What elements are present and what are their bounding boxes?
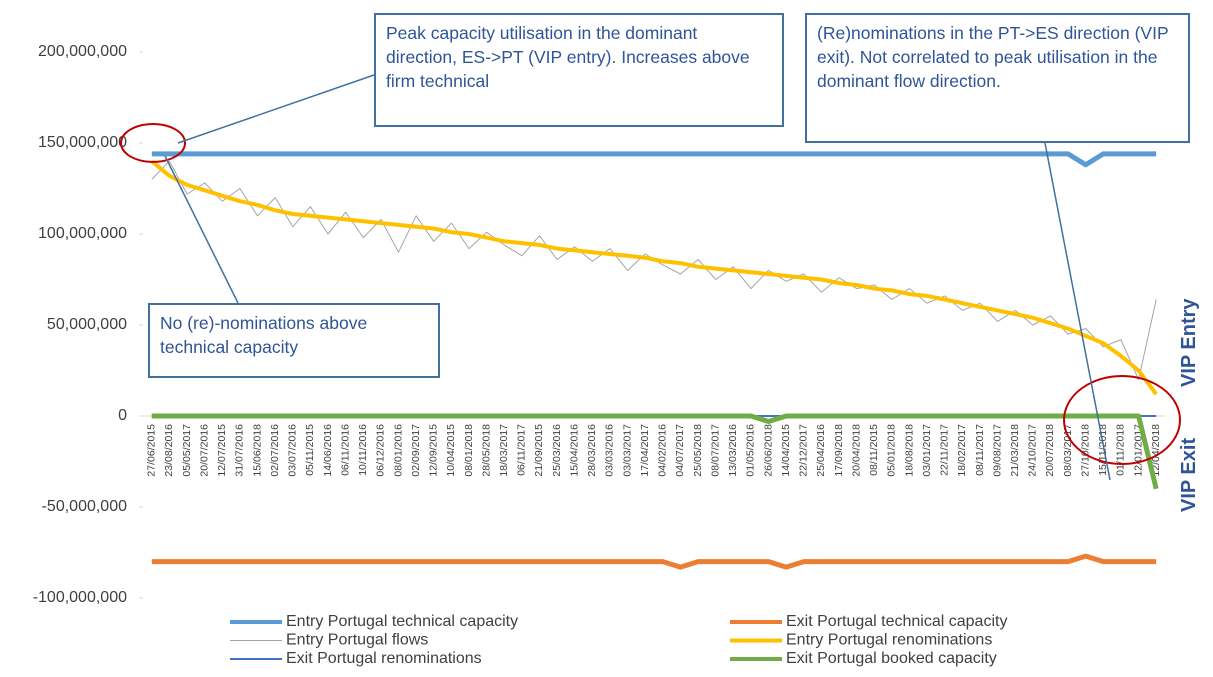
x-tick-label: 21/09/2015 [533, 424, 545, 477]
x-tick-label: 08/01/2016 [392, 424, 404, 477]
x-tick-label: 17/09/2018 [833, 424, 845, 477]
x-tick-label: 27/10/2018 [1079, 424, 1091, 477]
callout-line [164, 155, 239, 304]
x-tick-label: 08/07/2017 [709, 424, 721, 477]
annotation: Peak capacity utilisation in the dominan… [374, 13, 784, 127]
highlight-ellipse [1063, 375, 1181, 465]
x-tick-label: 21/03/2018 [1009, 424, 1021, 477]
x-tick-label: 23/08/2016 [163, 424, 175, 477]
x-tick-label: 05/11/2015 [304, 424, 316, 476]
y-tick-label: 200,000,000 [38, 43, 127, 60]
x-tick-label: 02/07/2016 [269, 424, 281, 477]
x-tick-label: 17/04/2017 [639, 424, 651, 477]
x-tick-label: 28/03/2016 [586, 424, 598, 477]
x-tick-label: 10/04/2015 [445, 424, 457, 477]
x-tick-label: 15/04/2016 [568, 424, 580, 477]
x-tick-label: 18/03/2017 [498, 424, 510, 477]
x-tick-label: 14/06/2016 [322, 424, 334, 477]
x-tick-label: 28/05/2018 [480, 424, 492, 477]
callout-line [177, 74, 375, 144]
x-tick-label: 22/12/2017 [798, 424, 810, 477]
x-tick-label: 06/12/2016 [375, 424, 387, 477]
annotation: No (re)-nominations above technical capa… [148, 303, 440, 378]
x-tick-label: 06/11/2016 [339, 424, 351, 476]
x-tick-label: 27/06/2015 [146, 424, 158, 477]
x-tick-label: 26/06/2018 [762, 424, 774, 477]
x-tick-label: 18/02/2017 [956, 424, 968, 477]
x-tick-label: 25/04/2016 [815, 424, 827, 477]
y-tick-label: 50,000,000 [47, 316, 127, 333]
legend-label: Exit Portugal technical capacity [786, 613, 1007, 630]
x-tick-label: 25/03/2016 [551, 424, 563, 477]
x-tick-label: 03/03/2016 [604, 424, 616, 477]
x-tick-label: 03/03/2017 [621, 424, 633, 477]
x-tick-label: 09/08/2017 [991, 424, 1003, 477]
x-tick-label: 04/07/2017 [674, 424, 686, 477]
legend-label: Exit Portugal renominations [286, 650, 482, 667]
annotation: (Re)nominations in the PT->ES direction … [805, 13, 1190, 143]
x-tick-label: 05/05/2017 [181, 424, 193, 477]
x-tick-label: 12/07/2015 [216, 424, 228, 477]
x-tick-label: 22/11/2017 [939, 424, 951, 476]
x-tick-label: 24/10/2017 [1027, 424, 1039, 477]
x-tick-label: 20/07/2018 [1044, 424, 1056, 477]
x-tick-label: 10/11/2016 [357, 424, 369, 476]
x-tick-label: 12/04/2018 [1150, 424, 1162, 477]
y-tick-label: -100,000,000 [33, 589, 127, 606]
x-tick-label: 20/07/2016 [198, 424, 210, 477]
x-tick-label: 18/08/2018 [903, 424, 915, 477]
series-line [151, 151, 1157, 168]
legend-label: Entry Portugal flows [286, 632, 428, 649]
legend-label: Entry Portugal renominations [786, 632, 992, 649]
x-tick-label: 02/09/2017 [410, 424, 422, 477]
series-line [150, 159, 1158, 396]
x-tick-label: 01/11/2018 [1115, 424, 1127, 476]
legend-label: Exit Portugal booked capacity [786, 650, 997, 667]
side-label: VIP Exit [1178, 437, 1200, 512]
x-tick-label: 06/11/2017 [516, 424, 528, 476]
x-tick-label: 20/04/2018 [850, 424, 862, 477]
highlight-ellipse [120, 123, 186, 163]
x-tick-label: 08/01/2018 [463, 424, 475, 477]
x-tick-label: 03/07/2016 [287, 424, 299, 477]
y-tick-label: 0 [118, 407, 127, 424]
x-tick-label: 04/02/2016 [657, 424, 669, 477]
x-tick-label: 25/05/2018 [692, 424, 704, 477]
legend-label: Entry Portugal technical capacity [286, 613, 518, 630]
y-tick-label: -50,000,000 [42, 498, 128, 515]
x-tick-label: 12/09/2015 [428, 424, 440, 477]
y-tick-label: 100,000,000 [38, 225, 127, 242]
x-tick-label: 05/01/2018 [886, 424, 898, 477]
callout-line [1044, 142, 1111, 481]
x-tick-label: 08/11/2015 [868, 424, 880, 476]
x-tick-label: 01/05/2016 [745, 424, 757, 477]
x-tick-label: 13/03/2016 [727, 424, 739, 477]
x-tick-label: 08/03/2017 [1062, 424, 1074, 477]
x-tick-label: 03/01/2017 [921, 424, 933, 477]
x-tick-label: 31/07/2016 [234, 424, 246, 477]
series-line [151, 413, 1159, 490]
side-label: VIP Entry [1178, 298, 1200, 387]
x-tick-label: 14/04/2015 [780, 424, 792, 477]
x-tick-label: 08/11/2017 [974, 424, 986, 476]
series-line [151, 553, 1157, 570]
x-tick-label: 15/06/2018 [251, 424, 263, 477]
y-tick-label: 150,000,000 [38, 134, 127, 151]
